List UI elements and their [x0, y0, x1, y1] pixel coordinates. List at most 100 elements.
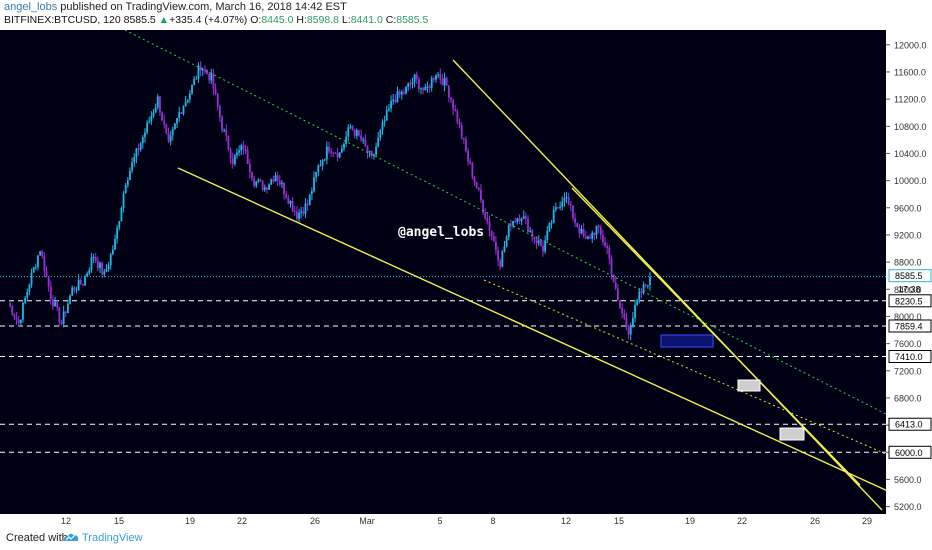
candle-body [67, 303, 69, 314]
candle-body [231, 158, 234, 164]
time-tick-label: 15 [614, 516, 624, 526]
candle-body [197, 65, 200, 79]
candle-body [90, 257, 93, 270]
candle-body [49, 286, 52, 300]
candle-body [263, 187, 266, 190]
candle-body [507, 225, 510, 238]
inner-wedge-line [571, 187, 861, 486]
candle-body [631, 317, 634, 328]
publish-line: angel_lobs published on TradingView.com,… [4, 1, 347, 13]
candle-body [443, 77, 446, 86]
candle-body [426, 86, 429, 88]
price-tick-label: 10800.0 [894, 122, 927, 132]
candle-body [73, 287, 76, 291]
candle-body [471, 163, 474, 178]
candle-body [602, 235, 604, 243]
candle-body [345, 136, 348, 144]
candle-body [308, 194, 311, 205]
candle-body [392, 99, 395, 101]
candle-body [92, 256, 95, 258]
candle-body [394, 99, 397, 103]
candle-body [221, 117, 223, 131]
price-tick-label: 8000.0 [894, 312, 922, 322]
candle-body [537, 240, 540, 244]
horizontal-levels [0, 276, 886, 453]
candle-body [11, 306, 14, 316]
candle-body [122, 193, 125, 209]
candle-body [330, 151, 333, 153]
candle-body [347, 127, 350, 137]
last-price-box [888, 269, 932, 283]
candle-body [435, 75, 437, 80]
candle-body [30, 272, 33, 285]
candle-body [516, 218, 519, 222]
candle-body [236, 152, 238, 156]
candle-body [548, 223, 551, 231]
candle-body [379, 129, 382, 138]
candle-body [223, 129, 226, 131]
candle-body [415, 74, 418, 80]
candle-body [17, 319, 20, 324]
level-label-box [888, 294, 932, 308]
candle-body [377, 137, 380, 147]
candle-body [126, 180, 129, 186]
candle-body [424, 87, 427, 90]
footer: Created with TradingView [0, 528, 932, 550]
ohlc-line: BITFINEX:BTCUSD, 120 8585.5 ▲+335.4 (+4.… [4, 14, 428, 26]
candle-body [462, 137, 465, 140]
candle-body [99, 262, 101, 269]
candle-body [114, 238, 116, 250]
chart-header: angel_lobs published on TradingView.com,… [0, 0, 932, 30]
candle-body [141, 137, 144, 144]
candle-body [550, 222, 553, 224]
candle-body [561, 201, 564, 207]
candle-body [244, 149, 247, 151]
candle-body [214, 88, 217, 94]
candle-body [291, 201, 294, 211]
candle-body [310, 191, 313, 195]
candle-body [362, 139, 365, 141]
candle-body [390, 100, 392, 109]
time-tick-label: 22 [737, 516, 747, 526]
candle-body [144, 132, 146, 138]
author-link[interactable]: angel_lobs [4, 1, 58, 13]
price-tick-label: 9600.0 [894, 203, 922, 213]
change-value: +335.4 (+4.07%) [169, 14, 248, 26]
candle-body [101, 262, 104, 275]
time-tick-label: 8 [490, 516, 495, 526]
candle-body [161, 112, 163, 121]
candle-body [343, 143, 345, 149]
candle-body [385, 110, 388, 121]
chart-background [0, 30, 932, 528]
price-chart[interactable]: @angel_lobs 12000.0 11600.0 11200.0 10800.0… [0, 30, 932, 528]
symbol-label[interactable]: BITFINEX:BTCUSD, 120 [4, 14, 121, 26]
level-label-box [888, 350, 932, 364]
candle-body [278, 180, 281, 185]
candle-body [469, 161, 472, 164]
candle-body [531, 230, 534, 238]
candle-body [193, 78, 196, 85]
low-value: 8441.0 [350, 14, 383, 26]
candle-body [524, 216, 527, 219]
tradingview-link[interactable]: TradingView [82, 532, 143, 544]
candle-body [287, 197, 290, 204]
candle-body [131, 162, 134, 171]
candle-body [546, 230, 549, 241]
level-label: 6000.0 [895, 448, 923, 458]
candle-body [289, 201, 292, 204]
candle-body [484, 212, 487, 219]
candle-body [644, 284, 647, 286]
candle-body [137, 148, 140, 150]
candle-body [156, 96, 159, 108]
close-value: 8585.5 [396, 14, 429, 26]
candle-body [325, 146, 328, 160]
candle-body [58, 307, 61, 322]
price-tick-label: 5600.0 [894, 475, 922, 485]
candle-body [405, 86, 407, 94]
candle-body [296, 211, 298, 219]
candle-body [60, 321, 63, 324]
time-axis[interactable] [0, 514, 886, 528]
candle-body [315, 172, 318, 178]
candle-body [619, 300, 621, 308]
level-label-box [888, 417, 932, 431]
